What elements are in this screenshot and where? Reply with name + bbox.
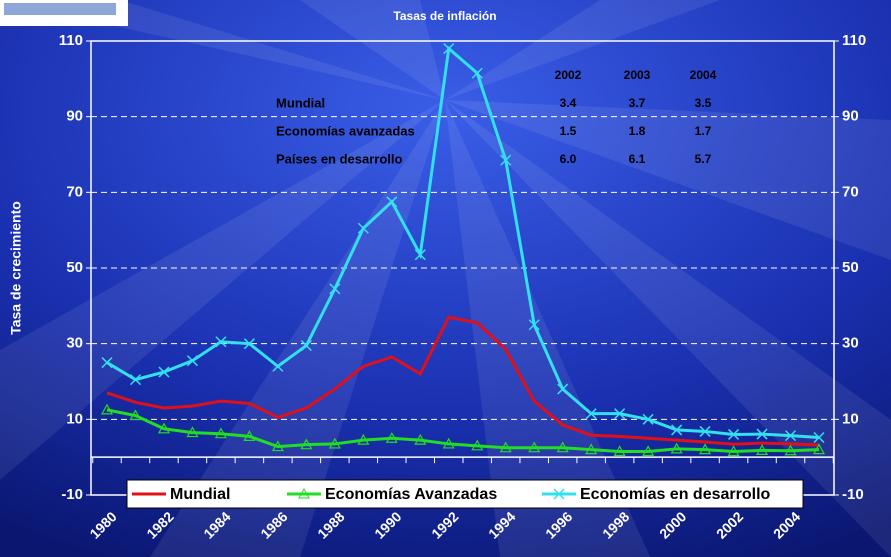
y-tick-label: 70: [66, 183, 83, 200]
table-cell: 5.7: [695, 152, 712, 166]
marker: [328, 437, 341, 449]
chart-title: Tasas de inflación: [393, 9, 496, 23]
marker: [642, 445, 655, 457]
marker: [243, 430, 256, 441]
series-line: [106, 45, 820, 439]
marker: [812, 443, 826, 455]
marker: [585, 408, 597, 420]
marker: [613, 445, 626, 457]
marker: [528, 441, 541, 453]
marker: [642, 413, 654, 425]
marker: [528, 319, 540, 331]
marker: [756, 428, 768, 440]
table-cell: 1.5: [560, 124, 577, 138]
marker: [471, 67, 483, 79]
table-header: 2003: [624, 68, 651, 82]
marker: [272, 360, 284, 372]
y-tick-label: 10: [66, 410, 83, 427]
marker: [414, 433, 427, 445]
marker: [557, 383, 569, 395]
marker: [300, 340, 312, 352]
marker: [101, 357, 113, 369]
marker: [442, 437, 455, 449]
marker: [186, 426, 199, 438]
marker: [728, 428, 740, 440]
series-line: [106, 408, 820, 453]
y-tick-label: -10: [61, 486, 83, 503]
y2-tick-label: -10: [842, 486, 864, 503]
table-cell: 1.8: [629, 124, 646, 138]
y2-tick-label: 70: [842, 183, 859, 200]
marker: [784, 430, 797, 442]
y-tick-label: 90: [66, 108, 83, 125]
marker: [271, 440, 284, 452]
marker: [614, 408, 626, 420]
table-row-label: Países en desarrollo: [276, 151, 403, 166]
marker: [500, 154, 512, 166]
marker: [158, 366, 170, 378]
table-header: 2004: [690, 68, 717, 82]
table-cell: 6.0: [560, 152, 577, 166]
marker: [727, 445, 740, 457]
y2-tick-label: 10: [842, 410, 859, 427]
marker: [784, 444, 797, 456]
table-cell: 3.5: [695, 96, 712, 110]
table-cell: 3.4: [560, 96, 577, 110]
legend-box: [126, 479, 804, 509]
y2-tick-label: 110: [842, 32, 866, 49]
marker: [813, 431, 825, 444]
legend-label: Economías en desarrollo: [580, 486, 771, 503]
marker: [100, 403, 114, 415]
marker: [699, 425, 711, 437]
legend-label: Economías Avanzadas: [325, 486, 497, 503]
marker: [214, 427, 227, 439]
marker: [671, 424, 683, 436]
table-header: 2002: [555, 68, 582, 82]
marker: [386, 196, 398, 208]
legend-marker: [298, 487, 310, 499]
y-tick-label: 50: [66, 259, 83, 276]
marker: [670, 442, 683, 454]
marker: [243, 338, 255, 350]
y-tick-label: 110: [59, 32, 83, 49]
series-line: [106, 315, 820, 447]
table-cell: 3.7: [629, 96, 646, 110]
marker: [756, 444, 769, 455]
marker: [585, 443, 598, 455]
marker: [699, 443, 712, 455]
marker: [157, 422, 170, 434]
table-cell: 6.1: [629, 152, 646, 166]
marker: [357, 222, 369, 234]
legend-label: Mundial: [170, 486, 230, 503]
marker: [414, 249, 426, 261]
marker: [385, 432, 398, 443]
marker: [300, 438, 313, 450]
y-tick-label: 30: [66, 335, 83, 352]
legend: Mundial Economías Avanzadas Economías en d…: [126, 479, 804, 509]
marker: [556, 441, 569, 453]
table-cell: 1.7: [695, 124, 712, 138]
marker: [499, 441, 512, 453]
y2-tick-label: 90: [842, 108, 859, 125]
marker: [215, 336, 227, 348]
marker: [129, 409, 142, 421]
logo-mark: [4, 3, 116, 15]
marker: [329, 283, 341, 295]
marker: [129, 374, 142, 386]
y-axis-label: Tasa de crecimiento: [8, 201, 24, 335]
y2-tick-label: 30: [842, 335, 859, 352]
marker: [186, 355, 198, 367]
y2-tick-label: 50: [842, 259, 859, 276]
marker: [471, 439, 484, 451]
marker: [443, 43, 455, 55]
table-row-label: Mundial: [276, 95, 325, 110]
table-row-label: Economías avanzadas: [276, 123, 415, 138]
marker: [357, 433, 370, 445]
legend-marker: [553, 488, 565, 500]
